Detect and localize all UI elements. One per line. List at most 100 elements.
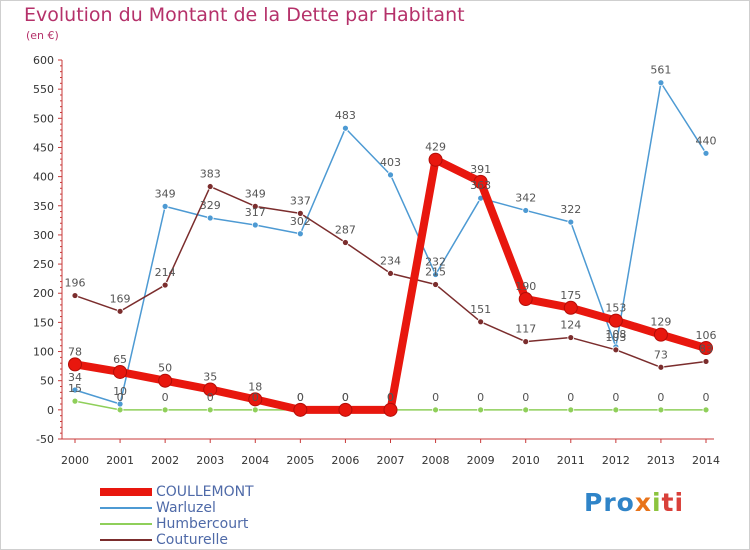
data-point-coullemont [518, 292, 533, 307]
data-label: 0 [477, 391, 484, 404]
data-point-humbercourt [612, 406, 620, 414]
y-tick-label: 500 [33, 112, 54, 125]
data-label: 0 [703, 391, 710, 404]
data-label: 363 [470, 179, 491, 192]
data-point-humbercourt [206, 406, 214, 414]
data-label: 103 [605, 331, 626, 344]
data-point-humbercourt [567, 406, 575, 414]
data-point-coullemont [653, 327, 668, 342]
data-label: 169 [110, 292, 131, 305]
data-point-warluzel [251, 221, 259, 229]
data-point-couturelle [567, 334, 575, 341]
data-label: 287 [335, 224, 356, 237]
data-label: 483 [335, 109, 356, 122]
data-label: 0 [162, 391, 169, 404]
data-label: 0 [342, 391, 349, 404]
data-point-coullemont [68, 357, 82, 372]
data-point-coullemont [563, 300, 578, 315]
data-point-coullemont [338, 402, 353, 417]
data-point-coullemont [428, 152, 443, 167]
legend-swatch-couturelle [100, 539, 152, 541]
y-tick-label: 50 [40, 375, 54, 388]
data-point-humbercourt [522, 406, 530, 414]
data-label: 0 [522, 391, 529, 404]
data-label: 10 [113, 385, 127, 398]
x-tick-label: 2009 [467, 454, 495, 467]
y-tick-label: -50 [36, 433, 54, 446]
data-label: 214 [155, 266, 176, 279]
data-label: 124 [560, 319, 581, 332]
y-tick-label: 300 [33, 229, 54, 242]
data-label: 349 [245, 187, 266, 200]
data-point-warluzel [567, 218, 575, 226]
data-point-couturelle [161, 281, 169, 289]
data-point-warluzel [657, 79, 665, 87]
y-tick-label: 550 [33, 83, 54, 96]
data-point-warluzel [71, 386, 79, 394]
legend-swatch-humbercourt [100, 523, 152, 525]
legend-label-coullemont: COULLEMONT [156, 484, 254, 500]
x-tick-label: 2013 [647, 454, 675, 467]
data-label: 0 [612, 391, 619, 404]
data-label: 234 [380, 254, 401, 267]
data-label: 190 [515, 280, 536, 293]
data-point-humbercourt [702, 406, 710, 414]
data-label: 342 [515, 191, 536, 204]
data-point-warluzel [522, 207, 530, 214]
data-point-humbercourt [116, 406, 124, 414]
data-point-humbercourt [161, 406, 169, 414]
x-tick-label: 2010 [512, 454, 540, 467]
data-point-couturelle [296, 209, 304, 217]
data-label: 0 [342, 391, 349, 404]
data-label: 232 [425, 256, 446, 269]
data-point-couturelle [71, 292, 79, 299]
data-point-humbercourt [477, 406, 485, 414]
data-label: 78 [68, 345, 82, 358]
data-label: 0 [117, 391, 124, 404]
x-tick-label: 2011 [557, 454, 585, 467]
x-tick-label: 2012 [602, 454, 630, 467]
data-point-coullemont [113, 364, 128, 379]
data-point-coullemont [203, 382, 218, 397]
data-label: 34 [68, 371, 82, 384]
data-label: 0 [567, 391, 574, 404]
data-label: 196 [65, 277, 86, 290]
data-label: 65 [113, 353, 127, 366]
data-label: 391 [470, 163, 491, 176]
data-point-warluzel [387, 171, 394, 179]
data-point-coullemont [248, 392, 263, 407]
x-tick-label: 2003 [196, 454, 224, 467]
x-tick-label: 2006 [331, 454, 359, 467]
data-point-warluzel [161, 202, 169, 210]
proxiti-logo: Proxiti [584, 488, 685, 517]
x-tick-label: 2000 [61, 454, 89, 467]
data-label: 403 [380, 156, 401, 169]
data-point-couturelle [477, 318, 485, 326]
data-label: 0 [297, 391, 304, 404]
data-point-coullemont [473, 174, 488, 189]
x-tick-label: 2007 [377, 454, 405, 467]
data-point-couturelle [657, 363, 665, 371]
x-tick-label: 2014 [692, 454, 720, 467]
data-label: 108 [605, 328, 626, 341]
data-point-coullemont [158, 373, 173, 388]
data-label: 215 [425, 265, 446, 278]
data-label: 302 [290, 215, 311, 228]
data-point-couturelle [251, 202, 259, 210]
data-point-humbercourt [432, 406, 439, 414]
data-point-coullemont [383, 402, 398, 417]
data-label: 15 [68, 382, 82, 395]
y-tick-label: 400 [33, 171, 54, 184]
legend-label-couturelle: Couturelle [156, 532, 229, 548]
data-label: 349 [155, 187, 176, 200]
data-point-couturelle [702, 358, 710, 365]
data-point-warluzel [342, 124, 349, 132]
y-tick-label: 250 [33, 258, 54, 271]
data-label: 0 [432, 391, 439, 404]
data-point-couturelle [432, 281, 439, 288]
data-label: 0 [207, 391, 214, 404]
data-point-couturelle [387, 270, 394, 277]
data-label: 83 [699, 342, 713, 355]
data-label: 317 [245, 206, 266, 219]
